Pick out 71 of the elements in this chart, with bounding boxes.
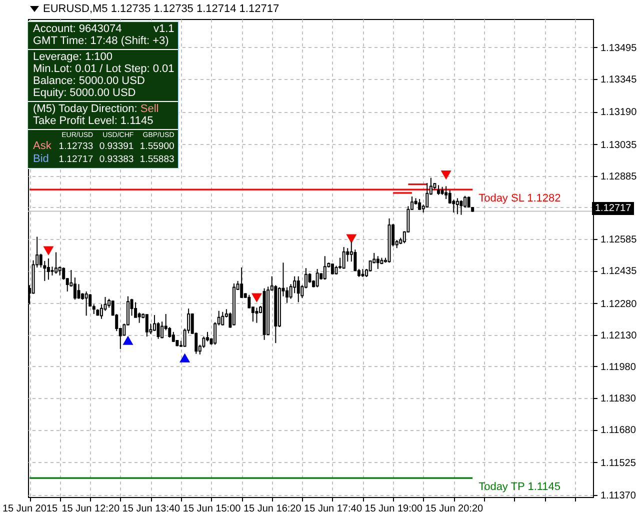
candlestick — [316, 268, 319, 288]
y-tick-label: 1.11980 — [600, 362, 636, 373]
y-tick-label: 1.12130 — [600, 330, 638, 342]
annotation: GMT Time: 17:48 (Shift: +3) — [33, 35, 169, 47]
y-tick-label: 1.11830 — [600, 394, 636, 405]
annotation: Min.Lot: 0.01 / Lot Step: 0.01 — [33, 63, 174, 75]
candlestick — [248, 294, 251, 309]
annotation: Leverage: 1:100 — [33, 51, 113, 63]
x-tick-label: 15 Jun 2015 — [2, 504, 58, 514]
candlestick — [444, 186, 448, 200]
candlestick — [255, 307, 258, 324]
point — [440, 170, 452, 180]
candlestick — [436, 184, 440, 196]
y-tick-label: 1.12585 — [600, 234, 638, 246]
annotation: Take Profit Level: 1.1145 — [33, 115, 154, 127]
candlestick — [376, 256, 380, 270]
candlestick — [100, 304, 103, 320]
candlestick — [134, 302, 138, 318]
chart-title: EURUSD,M5 1.12735 1.12735 1.12714 1.12717 — [43, 3, 280, 15]
candlestick — [145, 314, 148, 338]
y-tick-label: 1.12885 — [600, 171, 638, 182]
annotation: (M5) Today Direction: Sell — [33, 103, 159, 115]
annotation: Account: 9643074 — [33, 23, 122, 35]
candlestick — [426, 182, 429, 208]
candlestick — [54, 252, 58, 274]
candlestick — [73, 277, 76, 300]
y-tick-label: 1.12280 — [600, 298, 638, 310]
candlestick — [138, 312, 141, 324]
candlestick — [84, 290, 88, 316]
point — [43, 246, 54, 256]
series-label: Today TP 1.1145 — [478, 481, 561, 494]
candlestick — [418, 198, 422, 210]
x-tick-label: 15 Jun 19:00 — [364, 504, 423, 514]
candlestick — [342, 246, 346, 270]
annotation: Equity: 5000.00 USD — [33, 87, 136, 99]
candlestick — [460, 200, 463, 216]
annotation: Ask 1.12733 0.93391 1.55900 — [33, 140, 174, 153]
x-tick-label: 15 Jun 12:20 — [62, 504, 120, 514]
y-tick-label: 1.13190 — [600, 107, 638, 118]
point — [346, 234, 357, 244]
candlestick — [160, 321, 164, 339]
candlestick — [46, 258, 50, 280]
candlestick — [156, 322, 160, 340]
x-tick-label: 15 Jun 15:00 — [182, 504, 242, 514]
candlestick — [286, 286, 289, 304]
candlestick — [464, 195, 467, 208]
x-tick-label: 15 Jun 17:40 — [304, 504, 362, 514]
candlestick — [240, 266, 244, 299]
y-tick-label: 1.13035 — [600, 140, 638, 151]
candlestick — [77, 284, 80, 300]
candlestick — [323, 256, 326, 280]
annotation: Bid 1.12717 0.93383 1.55883 — [33, 153, 174, 166]
series-label: Today SL 1.1282 — [478, 192, 561, 205]
annotation: Balance: 5000.00 USD — [33, 75, 145, 87]
y-tick-label: 1.12435 — [600, 266, 638, 278]
x-tick-label: 15 Jun 16:20 — [243, 504, 302, 514]
x-tick-label: 15 Jun 13:40 — [122, 504, 181, 514]
y-tick-label: 1.11680 — [600, 425, 636, 436]
candlestick — [221, 311, 224, 326]
point — [122, 336, 134, 345]
ref-line-label: 1.12717 — [592, 202, 634, 215]
y-tick-label: 1.11370 — [600, 490, 636, 502]
candlestick — [456, 198, 459, 215]
x-tick-label: 15 Jun 20:20 — [425, 504, 484, 514]
point — [251, 293, 262, 302]
y-tick-label: 1.11525 — [600, 458, 636, 469]
y-tick-label: 1.13345 — [600, 74, 638, 86]
y-tick-label: 1.13495 — [600, 42, 638, 54]
point — [180, 353, 190, 362]
candlestick — [296, 276, 300, 303]
annotation: v1.1 — [153, 23, 174, 35]
